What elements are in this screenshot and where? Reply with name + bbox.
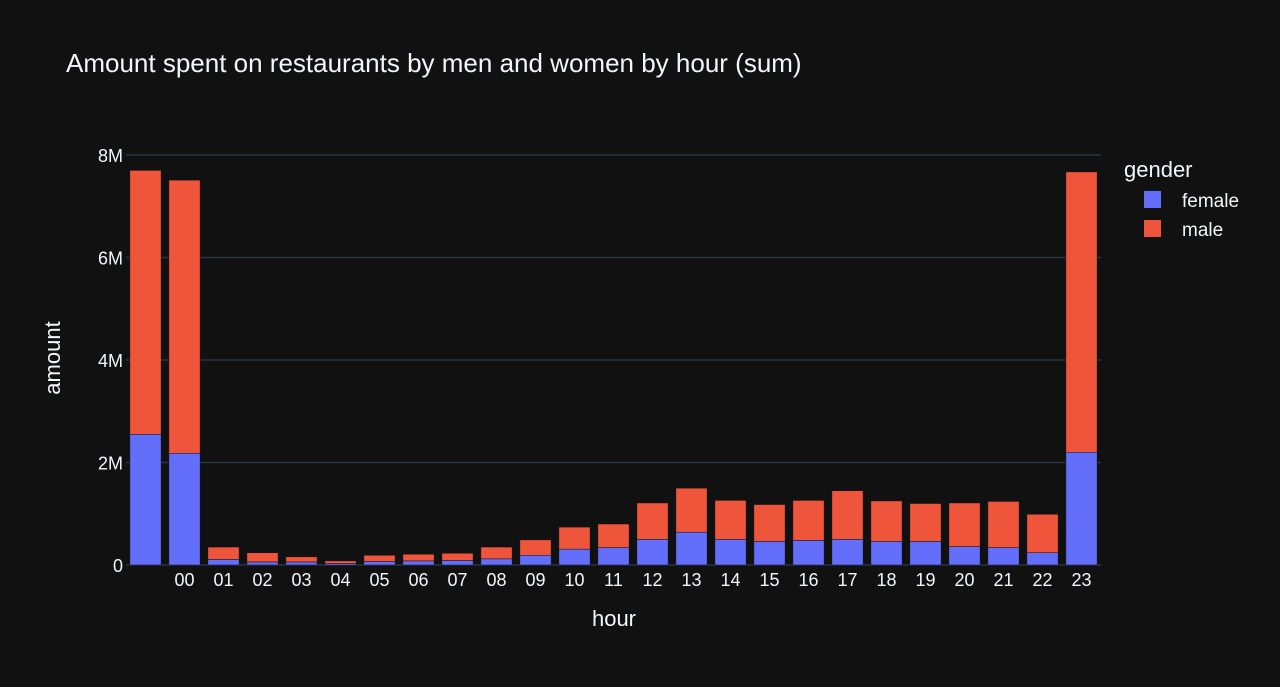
y-tick-label: 2M [98, 454, 123, 474]
bar-female [675, 531, 708, 566]
legend-swatch-male[interactable] [1144, 220, 1161, 237]
bar-female [948, 546, 981, 566]
bar-male [1065, 171, 1098, 453]
y-tick-label: 8M [98, 146, 123, 166]
bar-male [129, 170, 162, 435]
x-tick-label: 20 [954, 570, 974, 590]
bar-male [441, 552, 474, 561]
legend-swatch-female[interactable] [1144, 191, 1161, 208]
bar-female [246, 561, 279, 566]
bar-female [870, 541, 903, 566]
x-tick-label: 22 [1032, 570, 1052, 590]
bars [129, 170, 1098, 566]
x-tick-label: 23 [1071, 570, 1091, 590]
bar-female [519, 555, 552, 566]
x-tick-label: 07 [447, 570, 467, 590]
bar-male [597, 523, 630, 548]
bar-male [909, 503, 942, 542]
bar-male [714, 500, 747, 540]
x-tick-label: 04 [330, 570, 350, 590]
x-tick-label: 03 [291, 570, 311, 590]
bar-female [597, 547, 630, 566]
x-tick-label: 17 [837, 570, 857, 590]
x-tick-label: 00 [174, 570, 194, 590]
bar-male [987, 501, 1020, 548]
bar-female [909, 541, 942, 566]
bar-male [285, 556, 318, 563]
x-tick-label: 19 [915, 570, 935, 590]
bar-male [207, 546, 240, 560]
y-tick-label: 4M [98, 351, 123, 371]
x-axis-title: hour [592, 606, 636, 631]
bar-male [1026, 514, 1059, 553]
bar-male [246, 552, 279, 563]
bar-female [363, 561, 396, 566]
x-tick-label: 11 [604, 570, 623, 590]
bar-male [402, 553, 435, 562]
x-tick-label: 15 [759, 570, 779, 590]
chart-title: Amount spent on restaurants by men and w… [66, 48, 802, 78]
bar-female [168, 453, 201, 566]
bar-female [558, 548, 591, 566]
bar-male [753, 504, 786, 542]
x-tick-label: 09 [525, 570, 545, 590]
bar-female [1065, 452, 1098, 566]
x-tick-label: 02 [252, 570, 272, 590]
bar-male [480, 546, 513, 560]
bar-female [753, 541, 786, 566]
x-axis-ticks: 00 01 02 03 04 05 06 07 08 09 10 11 12 13 14 15 16 17 18 19… [174, 570, 1091, 590]
bar-male [558, 526, 591, 550]
y-tick-label: 0 [113, 556, 123, 576]
x-tick-label: 06 [408, 570, 428, 590]
bar-male [519, 539, 552, 556]
bar-male [948, 502, 981, 547]
x-tick-label: 01 [213, 570, 233, 590]
bar-female [402, 560, 435, 566]
bar-female [285, 561, 318, 566]
x-tick-label: 18 [876, 570, 896, 590]
bar-male [324, 560, 357, 564]
legend-item-male[interactable]: male [1182, 220, 1223, 241]
x-tick-label: 05 [369, 570, 389, 590]
bar-female [636, 539, 669, 566]
legend-item-female[interactable]: female [1182, 191, 1239, 212]
legend-title: gender [1124, 157, 1193, 182]
bar-female [831, 539, 864, 566]
bar-female [1026, 552, 1059, 566]
bar-female [207, 559, 240, 566]
bar-male [168, 179, 201, 454]
x-tick-label: 13 [681, 570, 701, 590]
bar-male [831, 490, 864, 540]
bar-male [870, 500, 903, 542]
bar-male [636, 502, 669, 540]
x-tick-label: 14 [720, 570, 740, 590]
bar-female [441, 560, 474, 566]
bar-male [363, 555, 396, 562]
bar-female [129, 434, 162, 566]
y-tick-label: 6M [98, 249, 123, 269]
bar-female [480, 558, 513, 566]
bar-female [792, 540, 825, 566]
bar-female [714, 539, 747, 566]
x-tick-label: 12 [642, 570, 662, 590]
y-axis-title: amount [40, 321, 65, 394]
x-tick-label: 10 [564, 570, 584, 590]
bar-female [987, 547, 1020, 566]
y-axis-ticks: 0 2M 4M 6M 8M [98, 146, 123, 576]
legend: gender female male [1124, 157, 1239, 241]
bar-male [792, 500, 825, 541]
x-tick-label: 08 [486, 570, 506, 590]
x-tick-label: 16 [798, 570, 818, 590]
bar-male [675, 487, 708, 533]
x-tick-label: 21 [993, 570, 1013, 590]
